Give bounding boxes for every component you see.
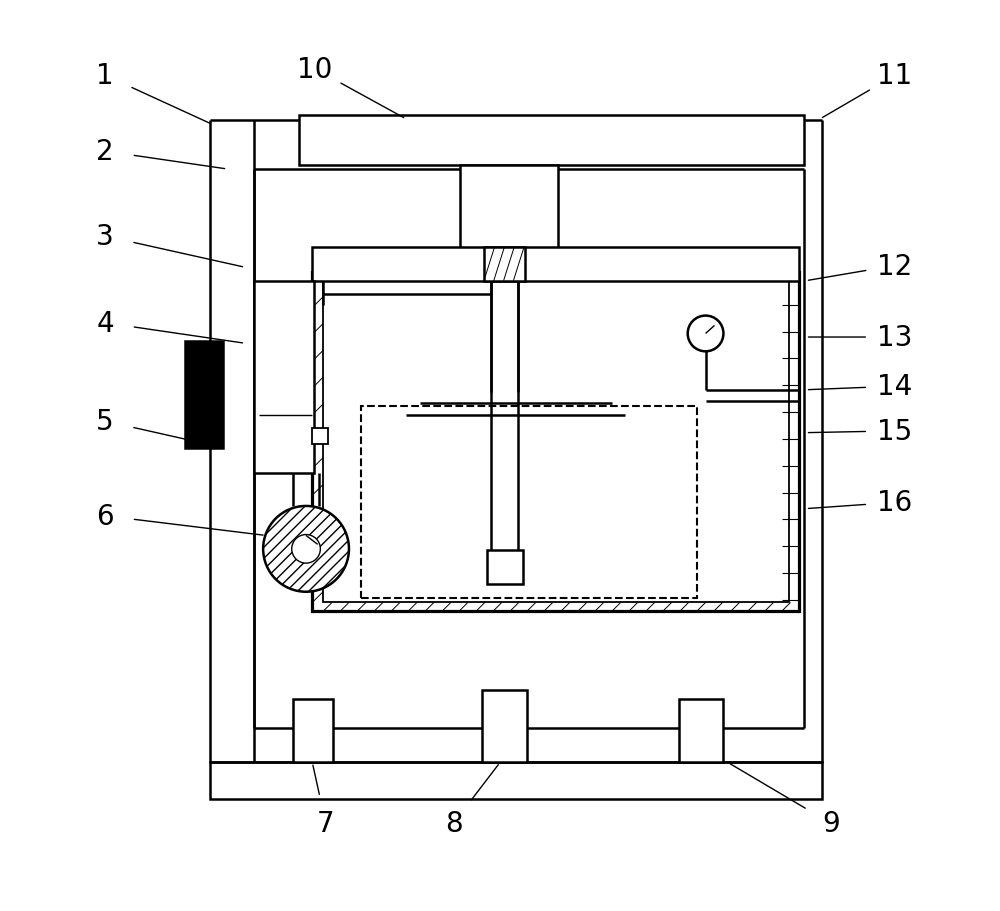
- Bar: [254, 281, 314, 474]
- Bar: [482, 691, 527, 762]
- Circle shape: [263, 507, 349, 592]
- Text: 6: 6: [96, 502, 114, 530]
- Bar: [210, 762, 822, 799]
- Text: 11: 11: [877, 62, 913, 90]
- Bar: [185, 342, 223, 448]
- Bar: [299, 117, 804, 166]
- Text: 8: 8: [445, 809, 462, 837]
- Text: 3: 3: [96, 223, 114, 251]
- Text: 10: 10: [297, 56, 333, 84]
- Bar: [323, 281, 789, 603]
- Text: 15: 15: [877, 417, 913, 445]
- Bar: [679, 700, 723, 762]
- Text: 5: 5: [96, 407, 114, 435]
- Text: 9: 9: [822, 809, 840, 837]
- Text: 2: 2: [96, 138, 114, 166]
- Text: 7: 7: [317, 809, 335, 837]
- Text: 16: 16: [877, 489, 913, 517]
- Text: 14: 14: [877, 373, 913, 401]
- Circle shape: [292, 535, 320, 564]
- Text: 12: 12: [877, 252, 913, 281]
- Bar: [460, 166, 558, 251]
- Circle shape: [688, 316, 723, 352]
- Bar: [487, 550, 523, 584]
- Bar: [312, 272, 799, 612]
- Text: 13: 13: [877, 323, 913, 352]
- Bar: [361, 406, 697, 599]
- Bar: [312, 429, 328, 445]
- Bar: [293, 700, 333, 762]
- Bar: [312, 248, 799, 281]
- Text: 1: 1: [96, 62, 114, 90]
- Bar: [484, 248, 525, 281]
- Text: 4: 4: [96, 310, 114, 337]
